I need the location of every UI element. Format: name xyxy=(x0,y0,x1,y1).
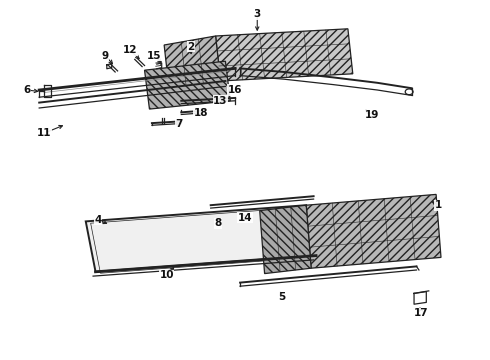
Text: 2: 2 xyxy=(188,42,195,52)
Polygon shape xyxy=(216,29,353,81)
Text: 18: 18 xyxy=(194,108,208,118)
Text: 11: 11 xyxy=(37,128,51,138)
Polygon shape xyxy=(306,194,441,268)
Text: 19: 19 xyxy=(365,110,380,120)
Text: 1: 1 xyxy=(435,200,442,210)
Text: 16: 16 xyxy=(228,85,243,95)
Text: 4: 4 xyxy=(94,215,102,225)
Text: 10: 10 xyxy=(159,270,174,280)
Text: 15: 15 xyxy=(147,51,162,61)
Text: 9: 9 xyxy=(102,51,109,61)
Text: 5: 5 xyxy=(278,292,285,302)
Text: 3: 3 xyxy=(254,9,261,19)
Text: 6: 6 xyxy=(24,85,30,95)
Polygon shape xyxy=(260,205,311,274)
Text: 7: 7 xyxy=(175,119,183,129)
Polygon shape xyxy=(164,36,220,89)
Polygon shape xyxy=(145,61,230,109)
Text: 14: 14 xyxy=(238,213,252,223)
Text: 8: 8 xyxy=(215,218,221,228)
Text: 13: 13 xyxy=(213,96,228,106)
Polygon shape xyxy=(86,205,316,272)
Text: 12: 12 xyxy=(122,45,137,55)
Text: 17: 17 xyxy=(414,308,429,318)
